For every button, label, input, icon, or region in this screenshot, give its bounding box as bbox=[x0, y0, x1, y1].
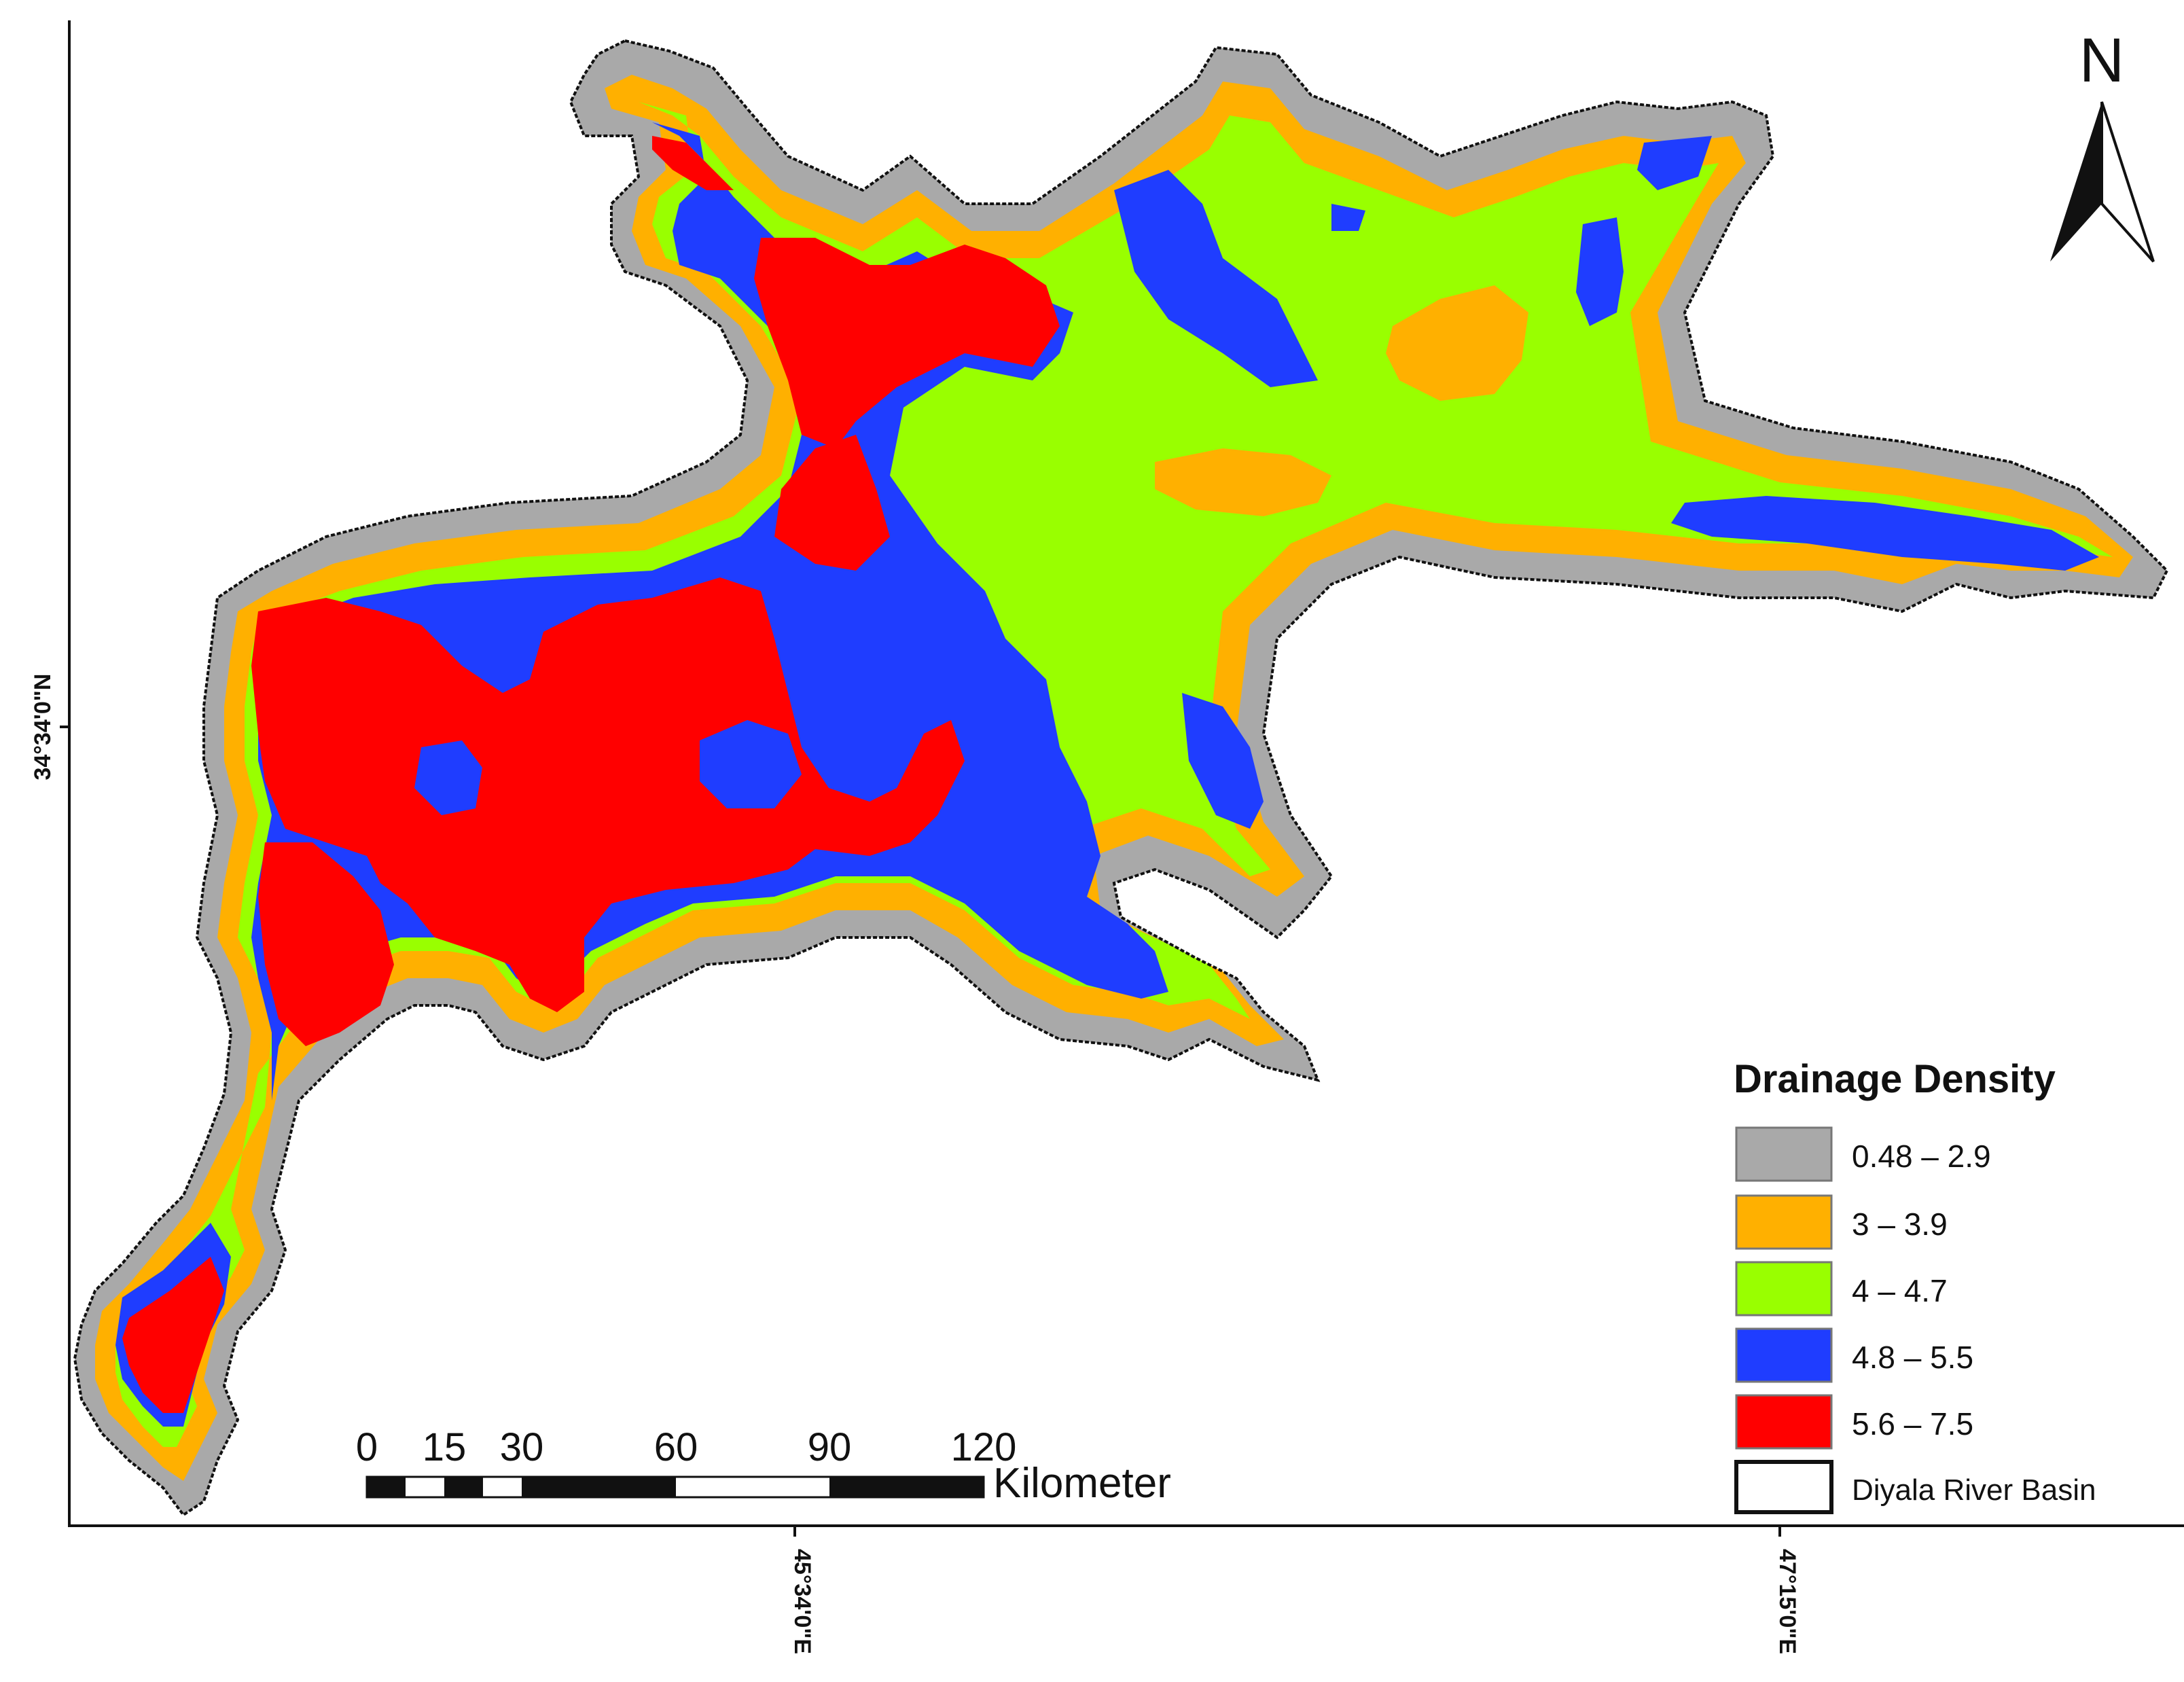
legend-swatch bbox=[1735, 1261, 1833, 1317]
legend-item: 4 – 4.7 bbox=[1735, 1261, 1948, 1317]
scale-segment bbox=[367, 1477, 406, 1497]
class-5.6-7.5-area bbox=[122, 1257, 224, 1413]
class-4.8-5.5-area bbox=[1182, 693, 1264, 829]
latitude-label: 34°34'0"N bbox=[30, 674, 56, 781]
legend-label: Diyala River Basin bbox=[1852, 1473, 2096, 1507]
scale-tick-120: 120 bbox=[951, 1425, 1017, 1469]
scale-segment bbox=[829, 1477, 984, 1497]
legend-item: 0.48 – 2.9 bbox=[1735, 1126, 1991, 1182]
legend-swatch bbox=[1735, 1126, 1833, 1182]
class-4.8-5.5-area bbox=[414, 740, 482, 815]
legend-label: 4.8 – 5.5 bbox=[1852, 1340, 1973, 1375]
legend-item: 4.8 – 5.5 bbox=[1735, 1327, 1973, 1383]
longitude-label-1: 45°34'0"E bbox=[789, 1549, 815, 1654]
scale-bar: 0 15 30 60 90 120 Kilometer bbox=[356, 1425, 1171, 1507]
legend-label: 0.48 – 2.9 bbox=[1852, 1139, 1991, 1174]
scale-segment bbox=[522, 1477, 676, 1497]
class-5.6-7.5-area bbox=[774, 435, 890, 571]
scale-unit: Kilometer bbox=[993, 1460, 1171, 1507]
north-arrow-light-half bbox=[2100, 101, 2155, 263]
class-5.6-7.5-area bbox=[251, 577, 965, 1012]
longitude-label-2: 47°15'0"E bbox=[1774, 1549, 1800, 1654]
scale-tick-90: 90 bbox=[808, 1425, 852, 1469]
north-arrow: N bbox=[2050, 26, 2155, 263]
scale-tick-15: 15 bbox=[423, 1425, 467, 1469]
class-4.8-5.5-area bbox=[1637, 136, 1712, 190]
class-4-4.7-area bbox=[115, 102, 2113, 1447]
class-5.6-7.5-area bbox=[754, 238, 1060, 448]
scale-segment bbox=[444, 1477, 483, 1497]
class-3-3.9-area bbox=[1386, 285, 1528, 401]
north-letter: N bbox=[2079, 26, 2124, 95]
legend-swatch bbox=[1735, 1194, 1833, 1250]
legend-label: 5.6 – 7.5 bbox=[1852, 1406, 1973, 1442]
scale-tick-60: 60 bbox=[654, 1425, 698, 1469]
legend-label: 4 – 4.7 bbox=[1852, 1273, 1948, 1308]
legend-title: Drainage Density bbox=[1734, 1057, 2056, 1101]
legend-swatch bbox=[1735, 1394, 1833, 1450]
class-4.8-5.5-area bbox=[1331, 204, 1365, 231]
class-4.8-5.5-area bbox=[1671, 496, 2099, 571]
legend-item: 3 – 3.9 bbox=[1735, 1194, 1948, 1250]
class-4.8-5.5-area bbox=[1114, 170, 1318, 387]
scale-tick-30: 30 bbox=[500, 1425, 544, 1469]
class-4.8-5.5-area bbox=[1576, 217, 1624, 326]
class-5.6-7.5-area bbox=[652, 136, 734, 190]
legend-label: 3 – 3.9 bbox=[1852, 1206, 1948, 1242]
class-3-3.9-area bbox=[1155, 448, 1331, 516]
legend-item: 5.6 – 7.5 bbox=[1735, 1394, 1973, 1450]
legend-item: Diyala River Basin bbox=[1734, 1460, 2096, 1514]
legend-swatch bbox=[1735, 1327, 1833, 1383]
map-frame bbox=[60, 20, 2184, 1537]
class-5.6-7.5-area bbox=[258, 842, 394, 1046]
legend: Drainage Density 0.48 – 2.9 3 – 3.9 4 – … bbox=[1734, 1057, 2096, 1514]
north-arrow-dark-half bbox=[2050, 102, 2102, 262]
legend-swatch-basin bbox=[1734, 1460, 1833, 1514]
scale-tick-0: 0 bbox=[356, 1425, 378, 1469]
class-4.8-5.5-area bbox=[700, 720, 802, 808]
